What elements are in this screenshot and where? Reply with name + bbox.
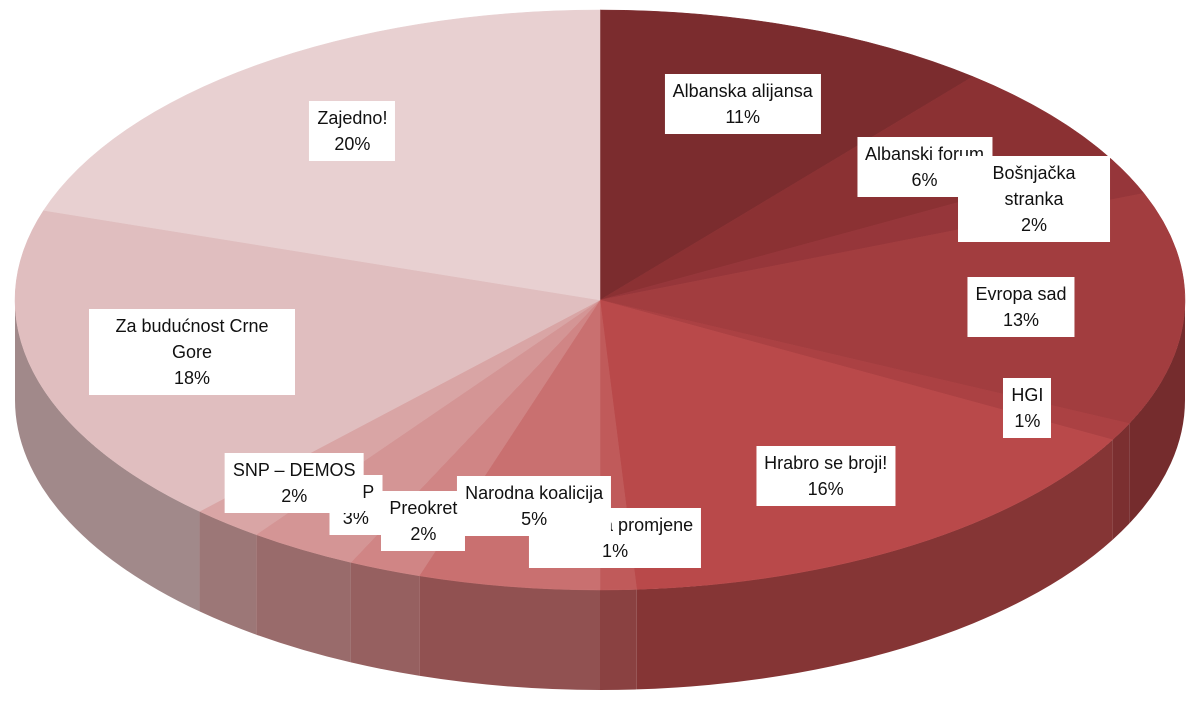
slice-side xyxy=(14,300,200,612)
data-label: Hrabro se broji! 16% xyxy=(756,446,896,507)
slice xyxy=(14,210,601,512)
slice xyxy=(599,192,1186,424)
label-value: 16% xyxy=(807,479,844,500)
label-name: HGI xyxy=(1011,384,1044,405)
slice-side xyxy=(1129,300,1185,524)
label-value: 5% xyxy=(521,509,548,530)
data-label: Evropa sad 13% xyxy=(967,276,1075,337)
slice-side xyxy=(636,439,1113,690)
slice-side xyxy=(600,589,637,690)
label-value: 18% xyxy=(174,367,211,388)
data-label: SNP – DEMOS 2% xyxy=(224,453,364,514)
slice-side xyxy=(256,534,351,663)
label-name: Bošnjačka stranka xyxy=(992,162,1076,209)
data-label: HGI 1% xyxy=(1003,377,1052,438)
label-name: SNP – DEMOS xyxy=(232,460,356,481)
data-label: Narodna koalicija 5% xyxy=(457,476,612,537)
label-name: Narodna koalicija xyxy=(465,483,604,504)
label-value: 11% xyxy=(725,106,761,127)
slice xyxy=(599,299,1114,590)
data-label: Za budućnost Crne Gore 18% xyxy=(89,308,296,395)
label-name: Hrabro se broji! xyxy=(764,453,888,474)
data-label: Bošnjačka stranka 2% xyxy=(958,155,1111,242)
label-name: Za budućnost Crne Gore xyxy=(115,315,269,362)
data-label: Preokret 2% xyxy=(381,491,466,552)
label-name: Evropa sad xyxy=(975,283,1067,304)
slice-side xyxy=(1112,423,1130,540)
data-label: Albanska alijansa 11% xyxy=(664,73,821,134)
slice-side xyxy=(350,562,420,676)
label-name: Zajedno! xyxy=(317,108,388,129)
label-name: Preokret xyxy=(389,498,458,519)
data-label: Zajedno! 20% xyxy=(309,101,396,162)
slice-side xyxy=(199,511,257,635)
label-value: 6% xyxy=(911,169,938,190)
label-name: Albanska alijansa xyxy=(672,80,813,101)
label-value: 13% xyxy=(1002,309,1039,330)
label-value: 2% xyxy=(281,486,308,507)
label-value: 1% xyxy=(1014,410,1041,431)
label-name: Albanski forum xyxy=(865,143,985,164)
label-value: 20% xyxy=(334,134,371,155)
label-value: 1% xyxy=(602,540,629,561)
slice-side xyxy=(419,575,600,690)
label-value: 2% xyxy=(410,524,437,545)
label-value: 2% xyxy=(1021,214,1048,235)
